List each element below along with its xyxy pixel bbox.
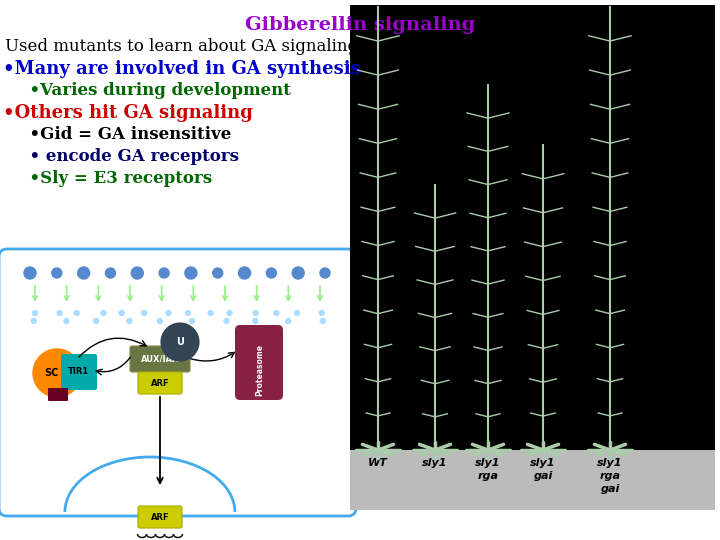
Circle shape: [105, 268, 115, 278]
Circle shape: [319, 310, 324, 315]
Text: •Gid = GA insensitive: •Gid = GA insensitive: [18, 126, 231, 143]
Text: • encode GA receptors: • encode GA receptors: [18, 148, 239, 165]
Text: SC: SC: [44, 368, 58, 378]
Text: Used mutants to learn about GA signaling: Used mutants to learn about GA signaling: [5, 38, 358, 55]
Text: •Varies during development: •Varies during development: [18, 82, 291, 99]
Text: rga: rga: [477, 471, 498, 481]
Circle shape: [52, 268, 62, 278]
Circle shape: [31, 319, 36, 323]
Circle shape: [166, 310, 171, 315]
Circle shape: [320, 319, 325, 323]
Text: U: U: [176, 337, 184, 347]
Text: Proteasome: Proteasome: [256, 344, 264, 396]
Circle shape: [119, 310, 124, 315]
Circle shape: [253, 319, 258, 323]
FancyBboxPatch shape: [138, 506, 182, 528]
Circle shape: [186, 310, 190, 315]
Circle shape: [131, 267, 143, 279]
Circle shape: [32, 310, 37, 315]
Circle shape: [185, 267, 197, 279]
Circle shape: [286, 319, 291, 323]
Text: Gibberellin signaling: Gibberellin signaling: [245, 16, 475, 34]
Text: •Others hit GA signaling: •Others hit GA signaling: [3, 104, 253, 122]
Circle shape: [74, 310, 79, 315]
Bar: [350, 5, 715, 510]
Text: sly1: sly1: [475, 458, 500, 468]
Text: sly1: sly1: [598, 458, 623, 468]
Circle shape: [94, 319, 99, 323]
Circle shape: [24, 267, 36, 279]
Circle shape: [159, 268, 169, 278]
FancyBboxPatch shape: [0, 249, 356, 516]
Circle shape: [57, 310, 62, 315]
Circle shape: [294, 310, 300, 315]
Circle shape: [292, 267, 304, 279]
Text: AUX/IAA: AUX/IAA: [140, 354, 179, 363]
Text: WT: WT: [368, 458, 388, 468]
Circle shape: [274, 310, 279, 315]
Circle shape: [189, 319, 194, 323]
Circle shape: [64, 319, 69, 323]
Circle shape: [266, 268, 276, 278]
Circle shape: [238, 267, 251, 279]
FancyBboxPatch shape: [48, 388, 68, 401]
Text: sly1: sly1: [422, 458, 448, 468]
Text: gai: gai: [534, 471, 553, 481]
Text: •Sly = E3 receptors: •Sly = E3 receptors: [18, 170, 212, 187]
Text: ARF: ARF: [150, 379, 169, 388]
Text: TIR1: TIR1: [68, 368, 89, 376]
Circle shape: [127, 319, 132, 323]
Circle shape: [208, 310, 213, 315]
Text: ARF: ARF: [150, 512, 169, 522]
Circle shape: [101, 310, 106, 315]
Circle shape: [224, 319, 229, 323]
Text: •Many are involved in GA synthesis: •Many are involved in GA synthesis: [3, 60, 361, 78]
Text: rga: rga: [600, 471, 621, 481]
Circle shape: [320, 268, 330, 278]
Circle shape: [227, 310, 232, 315]
FancyBboxPatch shape: [61, 354, 97, 390]
Text: sly1: sly1: [530, 458, 556, 468]
FancyBboxPatch shape: [235, 325, 283, 400]
Text: gai: gai: [600, 484, 620, 494]
Circle shape: [142, 310, 147, 315]
FancyBboxPatch shape: [130, 346, 190, 372]
Circle shape: [212, 268, 222, 278]
Circle shape: [33, 349, 81, 397]
Circle shape: [253, 310, 258, 315]
Bar: [350, 450, 715, 510]
Circle shape: [158, 319, 163, 323]
Circle shape: [78, 267, 89, 279]
FancyBboxPatch shape: [138, 372, 182, 394]
